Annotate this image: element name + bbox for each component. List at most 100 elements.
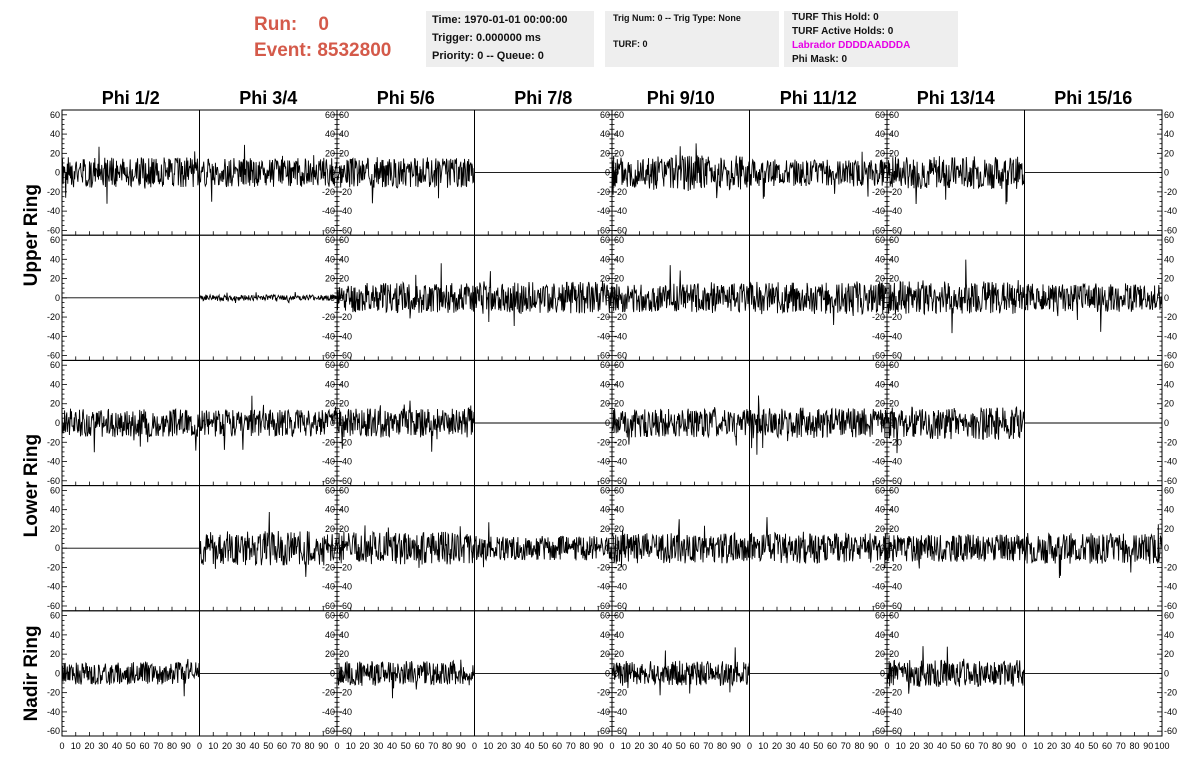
y-tick-label: 40: [325, 254, 335, 264]
y-tick-label: 40: [600, 129, 610, 139]
x-tick-label: 0: [59, 741, 64, 751]
x-tick-label: 80: [304, 741, 314, 751]
time-line: Time: 1970-01-01 00:00:00: [432, 14, 568, 26]
priority-line: Priority: 0 -- Queue: 0: [432, 50, 544, 62]
y-tick-label: -20: [1164, 562, 1177, 572]
waveform-trace: [61, 407, 200, 453]
y-tick-label: -20: [322, 437, 335, 447]
y-tick-label: 40: [614, 379, 624, 389]
y-tick-label: 40: [50, 630, 60, 640]
y-tick-label: -60: [614, 225, 627, 235]
y-tick-label: 40: [875, 254, 885, 264]
y-tick-label: -60: [889, 601, 902, 611]
x-tick-label: 30: [923, 741, 933, 751]
y-tick-label: 60: [614, 235, 624, 245]
y-tick-label: 60: [889, 485, 899, 495]
waveform-trace: [749, 151, 888, 199]
y-tick-label: 60: [50, 611, 60, 621]
y-tick-label: 0: [55, 668, 60, 678]
y-tick-label: 20: [889, 399, 899, 409]
y-tick-label: 60: [325, 485, 335, 495]
y-tick-label: -60: [322, 476, 335, 486]
y-tick-label: -60: [872, 476, 885, 486]
y-tick-label: 60: [875, 110, 885, 120]
y-tick-label: 40: [600, 630, 610, 640]
y-tick-label: 60: [875, 235, 885, 245]
y-tick-label: 20: [1164, 649, 1174, 659]
y-tick-label: -40: [1164, 331, 1177, 341]
waveform-trace: [886, 156, 1025, 205]
y-tick-label: 20: [339, 148, 349, 158]
y-tick-label: -20: [339, 562, 352, 572]
y-tick-label: 60: [339, 360, 349, 370]
y-tick-label: -40: [322, 582, 335, 592]
y-tick-label: 60: [600, 235, 610, 245]
y-tick-label: 20: [889, 649, 899, 659]
x-tick-label: 70: [291, 741, 301, 751]
y-tick-label: 0: [330, 668, 335, 678]
y-tick-label: 0: [605, 168, 610, 178]
y-tick-label: 20: [600, 524, 610, 534]
time-info-box: Time: 1970-01-01 00:00:00 Trigger: 0.000…: [426, 11, 594, 67]
y-tick-label: -20: [1164, 688, 1177, 698]
x-tick-label: 90: [731, 741, 741, 751]
y-tick-label: 20: [600, 148, 610, 158]
y-tick-label: -60: [339, 726, 352, 736]
x-tick-label: 50: [538, 741, 548, 751]
y-tick-label: -60: [47, 476, 60, 486]
y-tick-label: 20: [1164, 148, 1174, 158]
waveform-trace: [611, 143, 750, 199]
x-tick-label: 0: [197, 741, 202, 751]
waveform-trace: [474, 271, 613, 327]
y-tick-label: 0: [330, 293, 335, 303]
y-tick-label: 20: [889, 524, 899, 534]
y-tick-label: 20: [50, 399, 60, 409]
y-tick-label: 0: [605, 293, 610, 303]
trig-num-line: Trig Num: 0 -- Trig Type: None: [613, 13, 741, 23]
y-tick-label: 60: [614, 110, 624, 120]
y-tick-label: 20: [1164, 524, 1174, 534]
y-tick-label: -20: [339, 437, 352, 447]
y-tick-label: 40: [614, 254, 624, 264]
y-tick-label: -20: [889, 562, 902, 572]
y-tick-label: 0: [1164, 668, 1169, 678]
y-tick-label: -40: [597, 206, 610, 216]
y-tick-label: -20: [597, 688, 610, 698]
y-tick-label: 40: [600, 505, 610, 515]
y-tick-label: -40: [614, 582, 627, 592]
y-tick-label: 20: [600, 649, 610, 659]
y-tick-label: -60: [597, 351, 610, 361]
y-tick-label: 20: [614, 274, 624, 284]
y-tick-label: -20: [1164, 312, 1177, 322]
x-tick-label: 0: [334, 741, 339, 751]
y-tick-label: 40: [339, 630, 349, 640]
x-tick-label: 60: [1102, 741, 1112, 751]
waveform-trace: [336, 525, 475, 568]
y-tick-label: -20: [889, 688, 902, 698]
y-tick-label: -40: [872, 457, 885, 467]
y-tick-label: -20: [47, 312, 60, 322]
y-tick-label: -20: [614, 312, 627, 322]
y-tick-label: 40: [1164, 254, 1174, 264]
y-tick-label: -60: [872, 601, 885, 611]
y-tick-label: 0: [880, 168, 885, 178]
y-tick-label: -40: [597, 707, 610, 717]
y-tick-label: -60: [339, 351, 352, 361]
y-tick-label: 20: [50, 524, 60, 534]
x-tick-label: 20: [359, 741, 369, 751]
y-tick-label: -60: [872, 726, 885, 736]
y-tick-label: -40: [322, 707, 335, 717]
y-tick-label: -20: [322, 562, 335, 572]
y-tick-label: -60: [322, 225, 335, 235]
y-tick-label: 40: [50, 379, 60, 389]
y-tick-label: -40: [889, 457, 902, 467]
y-tick-label: -60: [322, 726, 335, 736]
x-tick-label: 20: [1047, 741, 1057, 751]
x-tick-label: 40: [937, 741, 947, 751]
y-tick-label: 20: [875, 148, 885, 158]
x-tick-label: 70: [1116, 741, 1126, 751]
y-tick-label: 60: [600, 485, 610, 495]
turf-hold-line: TURF This Hold: 0: [792, 12, 879, 23]
y-tick-label: 40: [600, 254, 610, 264]
